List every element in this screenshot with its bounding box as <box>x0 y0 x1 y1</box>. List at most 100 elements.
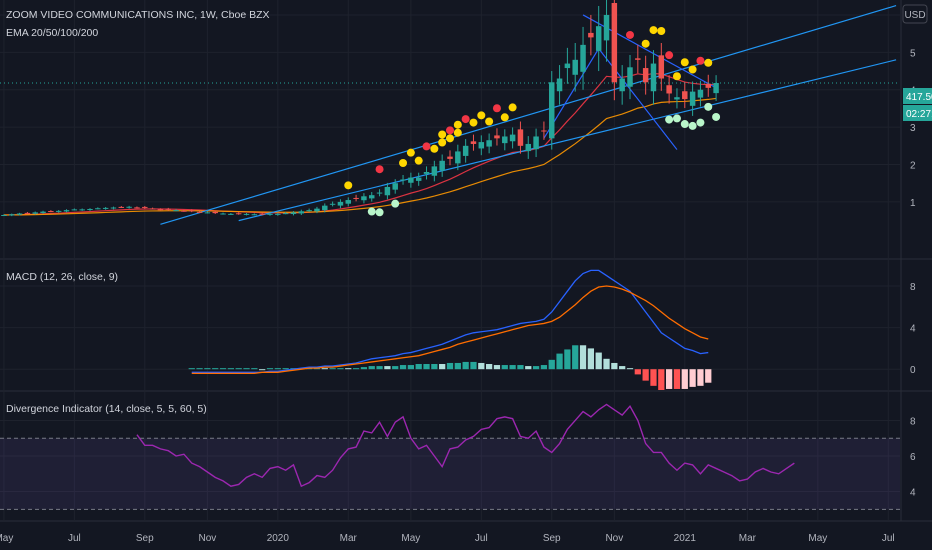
candle-body <box>290 212 297 215</box>
ema-line <box>3 72 717 216</box>
candle-body <box>314 208 320 212</box>
candle-body <box>1 215 7 216</box>
macd-histogram-bar <box>439 364 446 370</box>
macd-histogram-bar <box>376 366 383 370</box>
macd-histogram-bar <box>360 367 368 370</box>
sell-signal-dot <box>446 126 454 135</box>
sell-signal-dot <box>438 138 447 147</box>
macd-histogram-bar <box>392 366 399 370</box>
macd-title[interactable]: MACD (12, 26, close, 9) <box>6 271 118 283</box>
candle-body <box>142 206 148 208</box>
time-tick-label: May <box>401 533 420 544</box>
macd-histogram-bar <box>204 368 211 370</box>
candle-body <box>549 82 555 139</box>
macd-histogram-bar <box>603 358 610 370</box>
candle-body <box>619 78 625 92</box>
sell-signal-dot <box>453 128 462 137</box>
macd-histogram-bar <box>572 345 579 370</box>
candle-body <box>525 143 531 152</box>
candle-body <box>384 186 391 196</box>
sell-signal-dot <box>500 113 509 122</box>
grid <box>0 0 932 522</box>
candle-body <box>102 207 109 209</box>
macd-histogram-bar <box>517 365 524 370</box>
sell-signal-dot <box>399 158 408 167</box>
candle-body <box>408 177 414 183</box>
macd-histogram-bar <box>579 345 587 370</box>
sell-signal-dot <box>406 148 415 157</box>
sell-signal-dot <box>688 65 697 74</box>
macd-histogram-bar <box>243 368 250 370</box>
time-tick-label: Jul <box>475 533 488 544</box>
candle-body <box>251 214 258 216</box>
candle-body <box>439 160 445 171</box>
candle-body <box>189 210 195 212</box>
macd-histogram-bar <box>697 369 704 386</box>
currency-badge[interactable] <box>902 4 928 24</box>
symbol-title[interactable]: ZOOM VIDEO COMMUNICATIONS INC, 1W, Cboe … <box>6 9 270 21</box>
sell-signal-dot <box>641 39 650 48</box>
buy-signal-dot <box>391 199 400 208</box>
candle-body <box>627 67 633 87</box>
macd-histogram-bar <box>478 362 485 370</box>
time-tick-label: Nov <box>198 533 216 544</box>
ema-indicator-label[interactable]: EMA 20/50/100/200 <box>6 27 98 39</box>
buy-signal-dot <box>672 114 681 123</box>
buy-signal-dot <box>367 207 376 216</box>
candle-body <box>337 201 344 206</box>
sell-signal-dot <box>649 26 658 35</box>
macd-histogram-bar <box>251 368 258 370</box>
macd-histogram-bar <box>642 369 649 381</box>
macd-histogram-bar <box>227 368 234 370</box>
macd-histogram-bar <box>666 369 673 389</box>
divergence-line <box>136 403 795 488</box>
candle-body <box>392 183 398 190</box>
candle-body <box>228 213 234 215</box>
macd-histogram-bar <box>282 368 289 370</box>
candle-body <box>713 83 719 94</box>
candle-body <box>470 141 477 144</box>
sell-signal-dot <box>375 165 384 174</box>
candle-body <box>674 97 680 100</box>
macd-histogram-bar <box>493 365 501 370</box>
macd-histogram-bar <box>454 362 461 370</box>
sell-signal-dot <box>665 51 674 60</box>
macd-histogram-bar <box>259 369 266 371</box>
time-tick-label: Sep <box>136 533 154 544</box>
candle-body <box>220 213 226 215</box>
candle-body <box>173 210 179 212</box>
macd-histogram-bar <box>626 368 634 370</box>
macd-histogram-bar <box>431 364 438 370</box>
macd-histogram-bar <box>486 364 493 370</box>
sell-signal-dot <box>461 115 470 124</box>
ema-line <box>3 97 717 216</box>
sell-signal-dot <box>672 72 681 81</box>
sell-signal-dot <box>438 130 447 139</box>
price-tick-label: 5 <box>910 48 916 59</box>
macd-histogram-bar <box>501 365 508 370</box>
sell-signal-dot <box>446 134 454 143</box>
candle-body <box>376 192 383 194</box>
candle-body <box>212 211 218 214</box>
candle-body <box>298 211 305 214</box>
sell-signal-dot <box>696 56 705 65</box>
candle-body <box>71 209 78 211</box>
macd-histogram-bar <box>266 368 274 370</box>
candle-body <box>564 63 571 69</box>
macd-histogram-bar <box>219 368 227 370</box>
macd-histogram-bar <box>509 365 516 370</box>
sell-signal-dot <box>492 104 501 113</box>
sell-signal-dot <box>485 117 494 126</box>
macd-histogram-bar <box>321 368 328 370</box>
time-tick-label: Jul <box>882 533 895 544</box>
macd-histogram-bar <box>352 368 360 370</box>
divergence-title[interactable]: Divergence Indicator (14, close, 5, 5, 6… <box>6 403 207 415</box>
candle-body <box>243 213 250 215</box>
candle-body <box>705 83 711 88</box>
candle-body <box>611 2 618 83</box>
macd-histogram-bar <box>673 369 681 389</box>
price-badge-text: 417.50 <box>906 92 932 103</box>
candle-body <box>697 89 704 98</box>
candle-body <box>322 205 328 211</box>
candle-body <box>149 208 156 210</box>
